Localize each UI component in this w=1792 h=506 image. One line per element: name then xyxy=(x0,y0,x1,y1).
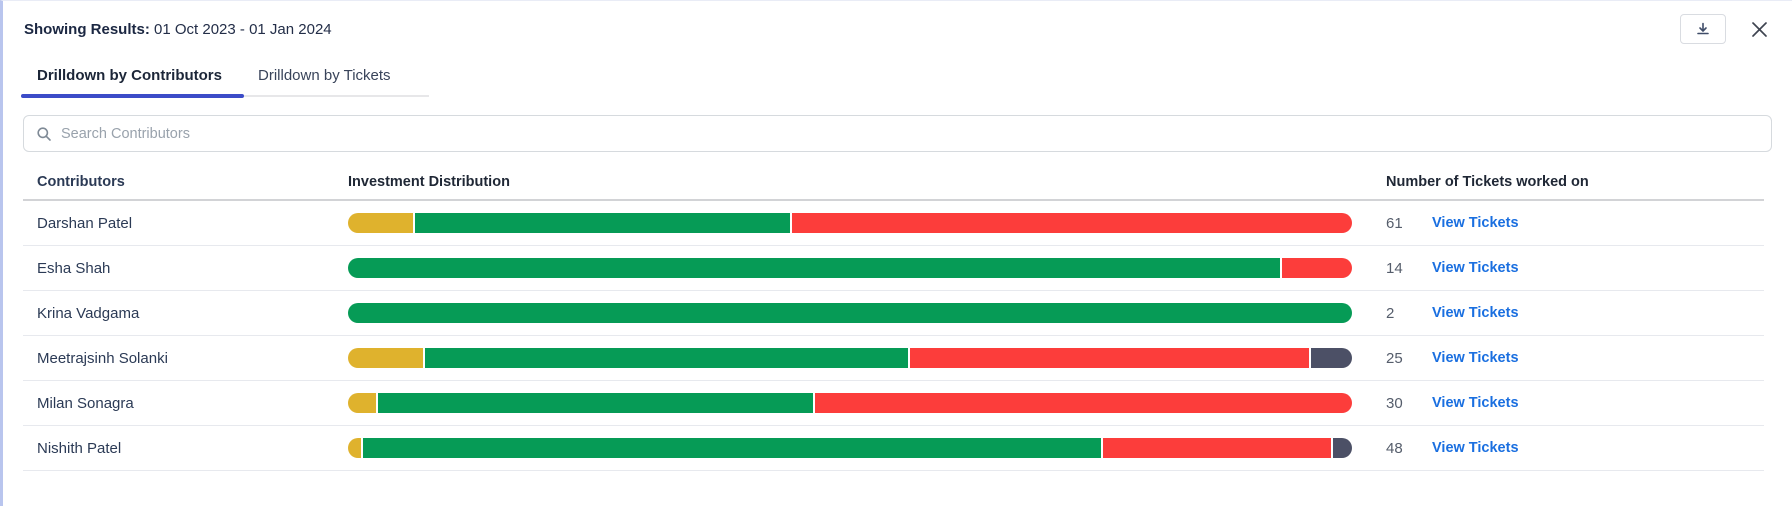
bar-segment-red xyxy=(910,348,1309,368)
ticket-count: 14 xyxy=(1386,259,1403,277)
column-header-investment-distribution: Investment Distribution xyxy=(348,174,510,190)
investment-distribution-bar xyxy=(348,303,1352,323)
tab-drilldown-by-contributors[interactable]: Drilldown by Contributors xyxy=(21,59,244,98)
search-bar xyxy=(23,115,1772,152)
bar-segment-green xyxy=(363,438,1102,458)
bar-cell xyxy=(348,258,1352,278)
contributor-name: Darshan Patel xyxy=(37,214,133,232)
bar-segment-red xyxy=(1282,258,1352,278)
view-tickets-link[interactable]: View Tickets xyxy=(1432,440,1519,456)
bar-segment-green xyxy=(425,348,908,368)
ticket-count: 48 xyxy=(1386,439,1403,457)
bar-segment-green xyxy=(348,303,1352,323)
view-tickets-link[interactable]: View Tickets xyxy=(1432,260,1519,276)
contributor-name: Meetrajsinh Solanki xyxy=(37,349,168,367)
contributor-name: Krina Vadgama xyxy=(37,304,140,322)
tickets-cell: 14 View Tickets xyxy=(1352,260,1764,277)
tickets-cell: 61 View Tickets xyxy=(1352,215,1764,232)
table-row: Esha Shah 14 View Tickets xyxy=(23,246,1764,291)
download-icon xyxy=(1695,21,1711,37)
contributor-name: Nishith Patel xyxy=(37,439,122,457)
investment-distribution-bar xyxy=(348,438,1353,458)
ticket-count: 25 xyxy=(1386,349,1403,367)
bar-segment-slate xyxy=(1332,438,1353,458)
tickets-cell: 30 View Tickets xyxy=(1352,395,1764,412)
table-row: Meetrajsinh Solanki 25 View Tickets xyxy=(23,336,1764,381)
bar-segment-green xyxy=(378,393,813,413)
contributor-name: Esha Shah xyxy=(37,259,111,277)
header-actions xyxy=(1680,14,1770,44)
view-tickets-link[interactable]: View Tickets xyxy=(1432,350,1519,366)
bar-segment-red xyxy=(1103,438,1331,458)
investment-distribution-bar xyxy=(348,348,1352,368)
bar-segment-red xyxy=(792,213,1352,233)
tab-drilldown-by-tickets[interactable]: Drilldown by Tickets xyxy=(244,59,429,98)
view-tickets-link[interactable]: View Tickets xyxy=(1432,395,1519,411)
table-header-row: Contributors Investment Distribution Num… xyxy=(23,165,1764,201)
column-header-contributors: Contributors xyxy=(37,174,125,190)
bar-cell xyxy=(348,348,1352,368)
tickets-cell: 48 View Tickets xyxy=(1352,440,1764,457)
drilldown-tabs: Drilldown by Contributors Drilldown by T… xyxy=(21,59,1792,98)
bar-cell xyxy=(348,303,1352,323)
bar-segment-green xyxy=(348,258,1280,278)
view-tickets-link[interactable]: View Tickets xyxy=(1432,305,1519,321)
bar-segment-yellow xyxy=(348,213,413,233)
bar-segment-yellow xyxy=(348,438,362,458)
bar-cell xyxy=(348,393,1353,413)
ticket-count: 2 xyxy=(1386,304,1395,322)
showing-results-text: Showing Results: 01 Oct 2023 - 01 Jan 20… xyxy=(24,21,332,38)
contributors-table: Contributors Investment Distribution Num… xyxy=(23,165,1764,471)
contributor-name: Milan Sonagra xyxy=(37,394,134,412)
view-tickets-link[interactable]: View Tickets xyxy=(1432,215,1519,231)
bar-segment-red xyxy=(814,393,1353,413)
investment-distribution-bar xyxy=(348,393,1353,413)
ticket-count: 61 xyxy=(1386,214,1403,232)
panel-header: Showing Results: 01 Oct 2023 - 01 Jan 20… xyxy=(3,1,1792,53)
bar-segment-yellow xyxy=(348,348,423,368)
table-row: Darshan Patel 61 View Tickets xyxy=(23,201,1764,246)
showing-results-value: 01 Oct 2023 - 01 Jan 2024 xyxy=(154,20,332,38)
tab-label: Drilldown by Tickets xyxy=(258,67,391,84)
showing-results-label: Showing Results: xyxy=(24,20,150,38)
download-button[interactable] xyxy=(1680,14,1726,44)
close-button[interactable] xyxy=(1748,18,1770,40)
ticket-count: 30 xyxy=(1386,394,1403,412)
tab-label: Drilldown by Contributors xyxy=(37,67,222,84)
table-row: Nishith Patel 48 View Tickets xyxy=(23,426,1764,471)
bar-cell xyxy=(348,213,1352,233)
table-row: Milan Sonagra 30 View Tickets xyxy=(23,381,1764,426)
bar-cell xyxy=(348,438,1353,458)
bar-segment-green xyxy=(415,213,790,233)
investment-distribution-bar xyxy=(348,258,1352,278)
close-icon xyxy=(1750,20,1769,39)
search-input[interactable] xyxy=(61,125,1759,142)
column-header-tickets-worked-on: Number of Tickets worked on xyxy=(1386,174,1589,190)
table-row: Krina Vadgama 2 View Tickets xyxy=(23,291,1764,336)
search-icon xyxy=(36,126,52,142)
tickets-cell: 2 View Tickets xyxy=(1352,305,1764,322)
investment-distribution-bar xyxy=(348,213,1352,233)
tickets-cell: 25 View Tickets xyxy=(1352,350,1764,367)
table-body: Darshan Patel 61 View Tickets Esha Shah … xyxy=(23,201,1764,471)
bar-segment-slate xyxy=(1311,348,1352,368)
bar-segment-yellow xyxy=(348,393,377,413)
